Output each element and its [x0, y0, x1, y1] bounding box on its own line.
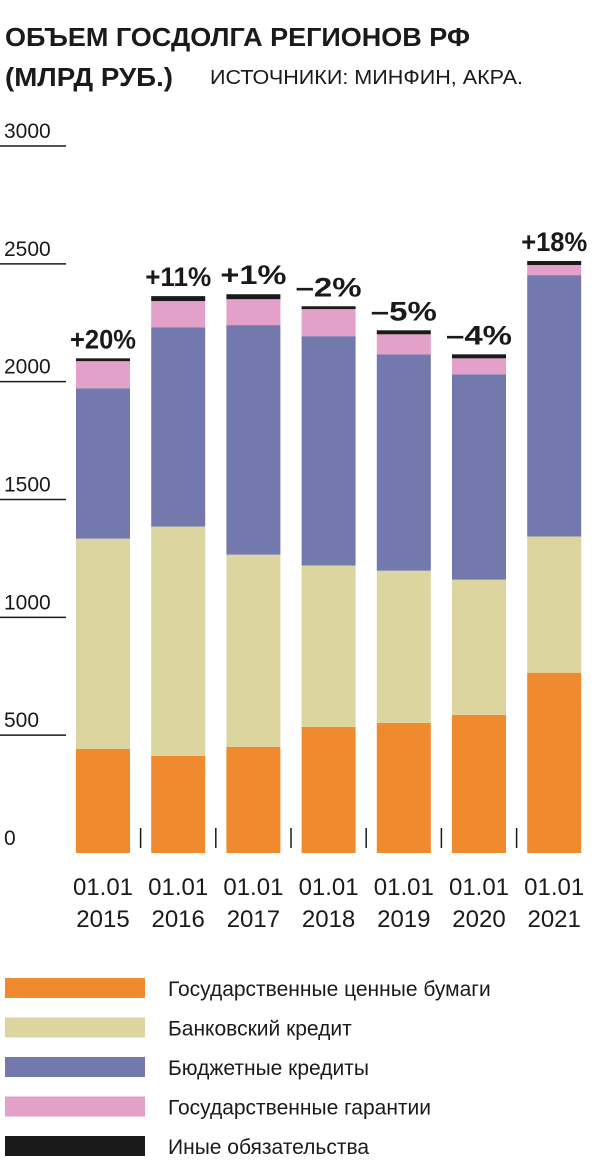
bar-segment: [527, 261, 582, 266]
bar-segment: [376, 354, 431, 571]
bar-segment: [76, 388, 130, 539]
chart-title: ОБЪЕМ ГОСДОЛГА РЕГИОНОВ РФ: [5, 22, 470, 52]
bar-segment: [76, 361, 130, 389]
y-tick-label: 2000: [4, 356, 51, 379]
legend-label: Банковский кредит: [168, 1018, 352, 1041]
change-label: –5%: [371, 296, 437, 326]
y-tick-label: 1500: [4, 474, 51, 497]
x-tick-label: 01.01 2019: [373, 874, 434, 933]
bar-segment: [527, 275, 582, 537]
change-label: +20%: [70, 324, 136, 354]
bar-segment: [151, 301, 206, 328]
bar-segment: [527, 536, 582, 673]
bar-segment: [452, 714, 506, 853]
bar-segment: [226, 746, 281, 853]
x-tick-label: 01.01 2016: [148, 874, 209, 933]
bar-segment: [376, 570, 431, 723]
bar-segment: [226, 299, 281, 326]
change-label: +11%: [145, 262, 211, 292]
x-tick-label: 01.01 2021: [524, 874, 585, 933]
bar-segment: [151, 327, 206, 527]
bar-segment: [226, 294, 281, 300]
y-tick-label: 3000: [4, 120, 51, 143]
bar-segment: [376, 330, 431, 335]
bar-segment: [226, 325, 281, 555]
bar-segment: [76, 538, 130, 749]
y-tick-label: 500: [4, 709, 39, 732]
bar-segment: [151, 526, 206, 756]
chart-subtitle: (МЛРД РУБ.): [5, 62, 173, 92]
bar-segment: [376, 722, 431, 853]
legend-label: Иные обязательства: [168, 1136, 369, 1159]
bar-segment: [151, 755, 206, 853]
y-tick-label: 2500: [4, 238, 51, 261]
bar-segment: [527, 672, 582, 853]
x-tick-label: 01.01 2015: [72, 874, 134, 933]
legend-swatch: [5, 1057, 145, 1077]
bar-segment: [527, 265, 582, 276]
bar-segment: [301, 565, 356, 727]
bar-segment: [452, 358, 506, 375]
bar-segment: [452, 354, 506, 359]
y-tick-label: 0: [4, 827, 16, 850]
change-label: –4%: [446, 320, 512, 350]
legend-swatch: [5, 1096, 145, 1117]
bar-segment: [76, 748, 130, 853]
bar-segment: [452, 579, 506, 715]
bar-segment: [226, 554, 281, 747]
legend-swatch: [5, 1136, 145, 1156]
bar-segment: [376, 334, 431, 355]
change-label: +18%: [521, 227, 587, 257]
bar-segment: [452, 374, 506, 580]
x-tick-label: 01.01 2020: [448, 874, 510, 933]
change-label: –2%: [296, 272, 362, 302]
legend-label: Государственные гарантии: [168, 1097, 431, 1120]
legend-swatch: [5, 978, 145, 998]
bar-segment: [76, 358, 130, 362]
bar-segment: [301, 726, 356, 853]
legend-swatch: [5, 1017, 145, 1038]
y-tick-label: 1000: [4, 591, 51, 614]
source: ИСТОЧНИКИ: МИНФИН, АКРА.: [210, 67, 523, 89]
bar-segment: [151, 296, 206, 302]
bar-segment: [301, 306, 356, 310]
bar-segment: [301, 336, 356, 566]
x-tick-label: 01.01 2018: [298, 874, 359, 933]
legend-label: Государственные ценные бумаги: [168, 978, 491, 1001]
bar-segment: [301, 309, 356, 337]
change-label: +1%: [220, 260, 286, 290]
legend-label: Бюджетные кредиты: [168, 1057, 369, 1080]
x-tick-label: 01.01 2017: [223, 874, 284, 933]
